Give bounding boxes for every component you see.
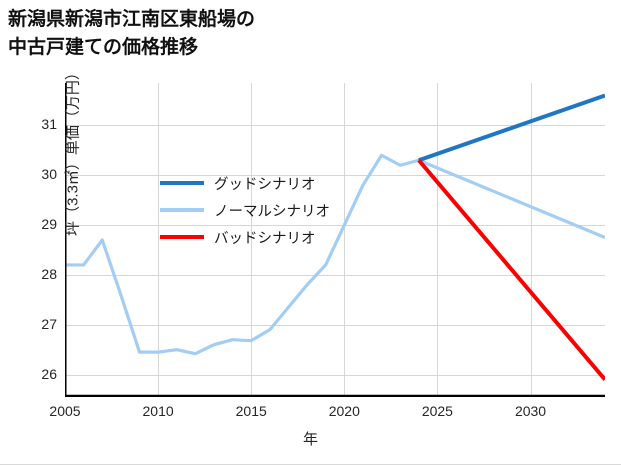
- chart-title-line2: 中古戸建ての価格推移: [8, 36, 199, 58]
- data-series-layer: [65, 93, 605, 381]
- line-chart-svg: [65, 83, 605, 397]
- y-axis-title: 坪（3.3㎡）単価（万円）: [64, 65, 82, 236]
- legend-swatch-normal: [160, 208, 204, 212]
- legend-label-good: グッドシナリオ: [214, 176, 316, 193]
- x-tick-label: 2025: [421, 403, 453, 419]
- y-tick-label: 30: [41, 166, 57, 183]
- chart-title-line1: 新潟県新潟市江南区東船場の: [8, 9, 256, 30]
- horizontal-gridlines: [65, 125, 605, 376]
- x-tick-label: 2010: [142, 403, 174, 419]
- chart-legend: グッドシナリオ ノーマルシナリオ バッドシナリオ: [160, 173, 330, 247]
- x-tick-label: 2030: [514, 403, 547, 419]
- series-line: [417, 158, 605, 381]
- x-tick-label: 2020: [328, 403, 360, 419]
- y-tick-label: 29: [41, 216, 57, 233]
- plot-area: グッドシナリオ ノーマルシナリオ バッドシナリオ: [65, 83, 605, 397]
- series-line: [65, 153, 605, 356]
- y-tick-label: 27: [41, 315, 57, 332]
- y-tick-label: 26: [41, 365, 57, 382]
- legend-item-bad[interactable]: バッドシナリオ: [160, 227, 330, 247]
- legend-item-normal[interactable]: ノーマルシナリオ: [160, 200, 330, 220]
- x-tick-label: 2005: [49, 403, 81, 419]
- legend-swatch-good: [160, 181, 204, 185]
- y-tick-label: 31: [41, 116, 57, 133]
- x-tick-label: 2015: [235, 403, 267, 419]
- x-axis-title: 年: [302, 431, 318, 448]
- series-line: [418, 93, 605, 163]
- legend-item-good[interactable]: グッドシナリオ: [160, 173, 330, 193]
- legend-swatch-bad: [160, 235, 204, 239]
- page-title: 新潟県新潟市江南区東船場の 中古戸建ての価格推移: [8, 6, 608, 61]
- y-tick-label: 28: [41, 265, 57, 282]
- legend-label-bad: バッドシナリオ: [214, 230, 316, 247]
- legend-label-normal: ノーマルシナリオ: [214, 203, 330, 220]
